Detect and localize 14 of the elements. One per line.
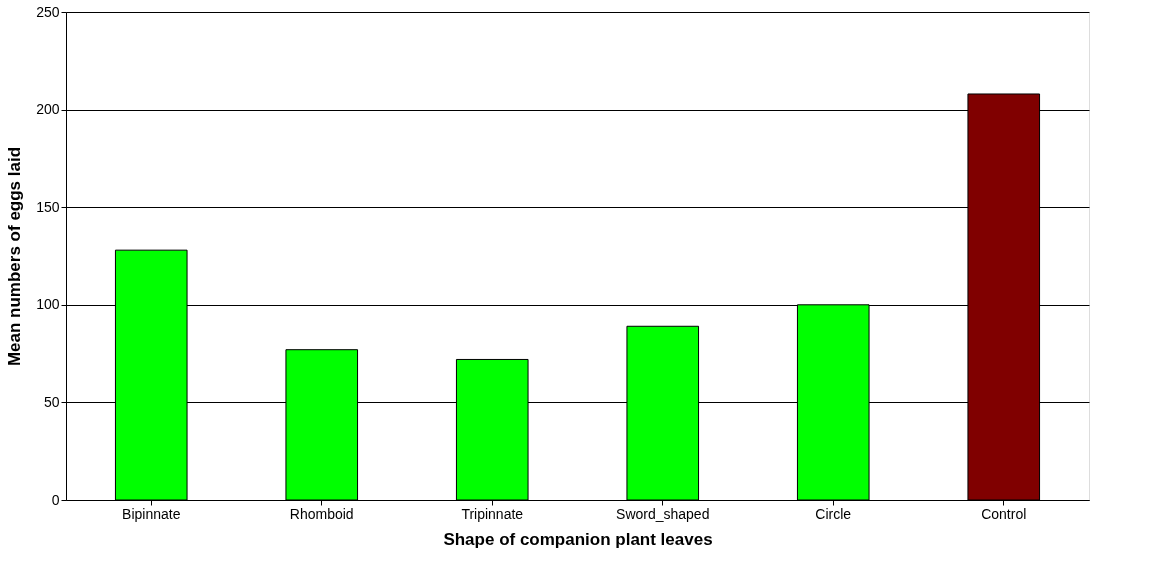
x-axis-title: Shape of companion plant leaves	[443, 529, 713, 549]
y-tick-label: 50	[43, 393, 60, 410]
x-tick-label: Sword_shaped	[616, 505, 710, 522]
y-tick-label: 150	[36, 198, 60, 215]
y-tick-label: 200	[36, 101, 60, 118]
y-axis-title: Mean numbers of eggs laid	[5, 146, 25, 367]
x-tick-label: Circle	[815, 505, 852, 522]
y-tick-label: 0	[51, 491, 60, 508]
x-tick-label: Control	[981, 505, 1027, 522]
x-tick-label: Rhomboid	[289, 505, 354, 522]
x-tick-label: Tripinnate	[461, 505, 524, 522]
x-tick-label: Bipinnate	[122, 505, 181, 522]
y-tick-label: 250	[36, 3, 60, 20]
y-tick-label: 100	[36, 296, 60, 313]
